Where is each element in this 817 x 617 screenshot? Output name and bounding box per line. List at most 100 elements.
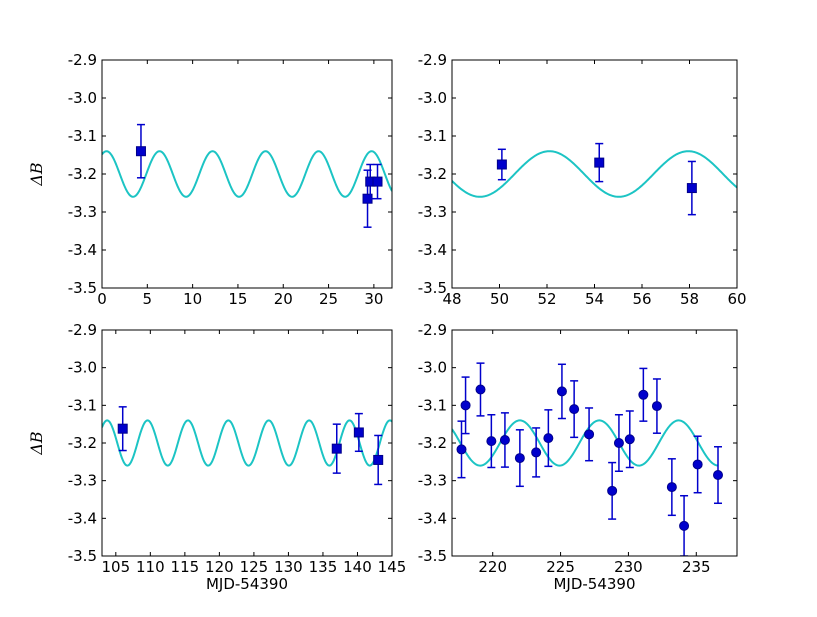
data-point-14 xyxy=(638,389,649,400)
x-tick-label-5: 58 xyxy=(680,290,699,308)
y-tick-label-0: -2.9 xyxy=(68,51,97,69)
y-tick-label-3: -3.2 xyxy=(418,434,447,452)
data-point-3 xyxy=(373,454,384,465)
y-tick-label-2: -3.1 xyxy=(68,396,97,414)
data-point-6 xyxy=(531,447,542,458)
panel-bottom-right: 220 225 230 235 -2.9 -3.0 -3.1 -3.2 -3.3 -3.4 -3.5… xyxy=(418,321,738,593)
x-tick-label-1: 225 xyxy=(546,558,575,576)
y-tick-label-4: -3.3 xyxy=(68,472,97,490)
y-tick-label-3: -3.2 xyxy=(68,434,97,452)
y-tick-label-4: -3.3 xyxy=(68,203,97,221)
x-tick-label-7: 140 xyxy=(343,558,372,576)
axes-frame xyxy=(451,59,738,289)
y-tick-label-2: -3.1 xyxy=(418,396,447,414)
x-tick-label-1: 5 xyxy=(143,290,153,308)
axes-frame xyxy=(101,329,393,557)
model-curve xyxy=(452,150,737,198)
data-point-1 xyxy=(331,443,342,454)
x-tick-label-3: 120 xyxy=(205,558,234,576)
y-tick-label-0: -2.9 xyxy=(68,321,97,339)
y-tick-label-5: -3.4 xyxy=(418,241,447,259)
x-tick-label-4: 20 xyxy=(274,290,293,308)
y-tick-label-3: -3.2 xyxy=(68,165,97,183)
x-tick-label-3: 15 xyxy=(228,290,247,308)
y-tick-label-1: -3.0 xyxy=(68,89,97,107)
data-points xyxy=(496,142,697,216)
data-point-16 xyxy=(666,482,677,493)
x-tick-label-0: 105 xyxy=(101,558,130,576)
data-point-18 xyxy=(692,459,703,470)
data-point-2 xyxy=(686,183,697,194)
x-tick-label-5: 25 xyxy=(319,290,338,308)
x-tick-label-2: 115 xyxy=(171,558,200,576)
x-tick-label-0: 48 xyxy=(442,290,461,308)
data-point-2 xyxy=(475,384,486,395)
x-tick-label-0: 0 xyxy=(97,290,107,308)
data-point-8 xyxy=(556,386,567,397)
panel-bottom-left: 105 110 115 120 125 130 135 140 145 -2.9 -3.0 -3.1 -… xyxy=(27,321,406,593)
data-point-2 xyxy=(353,427,364,438)
y-tick-label-4: -3.3 xyxy=(418,203,447,221)
data-point-0 xyxy=(117,423,128,434)
data-point-17 xyxy=(679,520,690,531)
y-tick-label-1: -3.0 xyxy=(68,359,97,377)
x-tick-label-8: 145 xyxy=(378,558,407,576)
data-point-15 xyxy=(651,401,662,412)
y-tick-label-1: -3.0 xyxy=(418,89,447,107)
y-tick-label-2: -3.1 xyxy=(68,127,97,145)
y-tick-label-0: -2.9 xyxy=(418,321,447,339)
x-tick-label-6: 60 xyxy=(727,290,746,308)
data-point-1 xyxy=(460,400,471,411)
y-tick-label-6: -3.5 xyxy=(68,279,97,297)
y-tick-label-4: -3.3 xyxy=(418,472,447,490)
x-tick-label-3: 235 xyxy=(682,558,711,576)
x-tick-label-2: 52 xyxy=(537,290,556,308)
x-tick-label-6: 30 xyxy=(364,290,383,308)
data-points xyxy=(456,362,723,556)
model-curve xyxy=(102,150,392,198)
x-tick-label-3: 54 xyxy=(585,290,604,308)
y-tick-label-6: -3.5 xyxy=(418,547,447,565)
x-axis-label: MJD-54390 xyxy=(206,575,288,593)
data-points xyxy=(117,406,384,486)
data-point-19 xyxy=(713,470,723,481)
x-tick-label-1: 50 xyxy=(490,290,509,308)
y-tick-label-6: -3.5 xyxy=(68,547,97,565)
data-point-3 xyxy=(372,176,383,187)
y-tick-label-3: -3.2 xyxy=(418,165,447,183)
y-tick-label-5: -3.4 xyxy=(418,509,447,527)
data-point-5 xyxy=(514,453,525,464)
y-tick-label-6: -3.5 xyxy=(418,279,447,297)
data-point-0 xyxy=(135,146,146,157)
y-axis-label: ΔB xyxy=(27,431,46,456)
data-point-0 xyxy=(456,444,467,455)
y-tick-label-1: -3.0 xyxy=(418,359,447,377)
y-axis-label: ΔB xyxy=(27,162,46,187)
y-tick-label-2: -3.1 xyxy=(418,127,447,145)
data-point-9 xyxy=(569,404,580,415)
data-point-1 xyxy=(594,157,605,168)
x-tick-label-6: 135 xyxy=(309,558,338,576)
data-point-3 xyxy=(486,436,497,447)
model-curve xyxy=(102,419,392,467)
data-point-0 xyxy=(496,159,507,170)
x-tick-label-0: 220 xyxy=(478,558,507,576)
y-tick-label-5: -3.4 xyxy=(68,241,97,259)
x-tick-label-2: 10 xyxy=(183,290,202,308)
data-points xyxy=(135,123,383,228)
data-point-10 xyxy=(584,429,595,440)
panel-top-right: 48 50 52 54 56 58 60 -2.9 -3.0 -3.1 -3.2 -3.3 -3.4 -3… xyxy=(418,51,747,308)
panel-top-left: 0 5 10 15 20 25 30 -2.9 -3.0 -3.1 -3.2 -3.3 -3.4 -3.5… xyxy=(27,51,393,308)
y-tick-label-0: -2.9 xyxy=(418,51,447,69)
data-point-4 xyxy=(499,434,510,445)
data-point-12 xyxy=(613,438,624,448)
x-tick-label-4: 56 xyxy=(632,290,651,308)
x-tick-label-2: 230 xyxy=(614,558,643,576)
y-tick-label-5: -3.4 xyxy=(68,509,97,527)
x-tick-label-5: 130 xyxy=(274,558,303,576)
data-point-7 xyxy=(543,433,554,444)
data-point-13 xyxy=(624,434,635,445)
x-tick-label-1: 110 xyxy=(136,558,165,576)
data-point-11 xyxy=(607,485,618,496)
